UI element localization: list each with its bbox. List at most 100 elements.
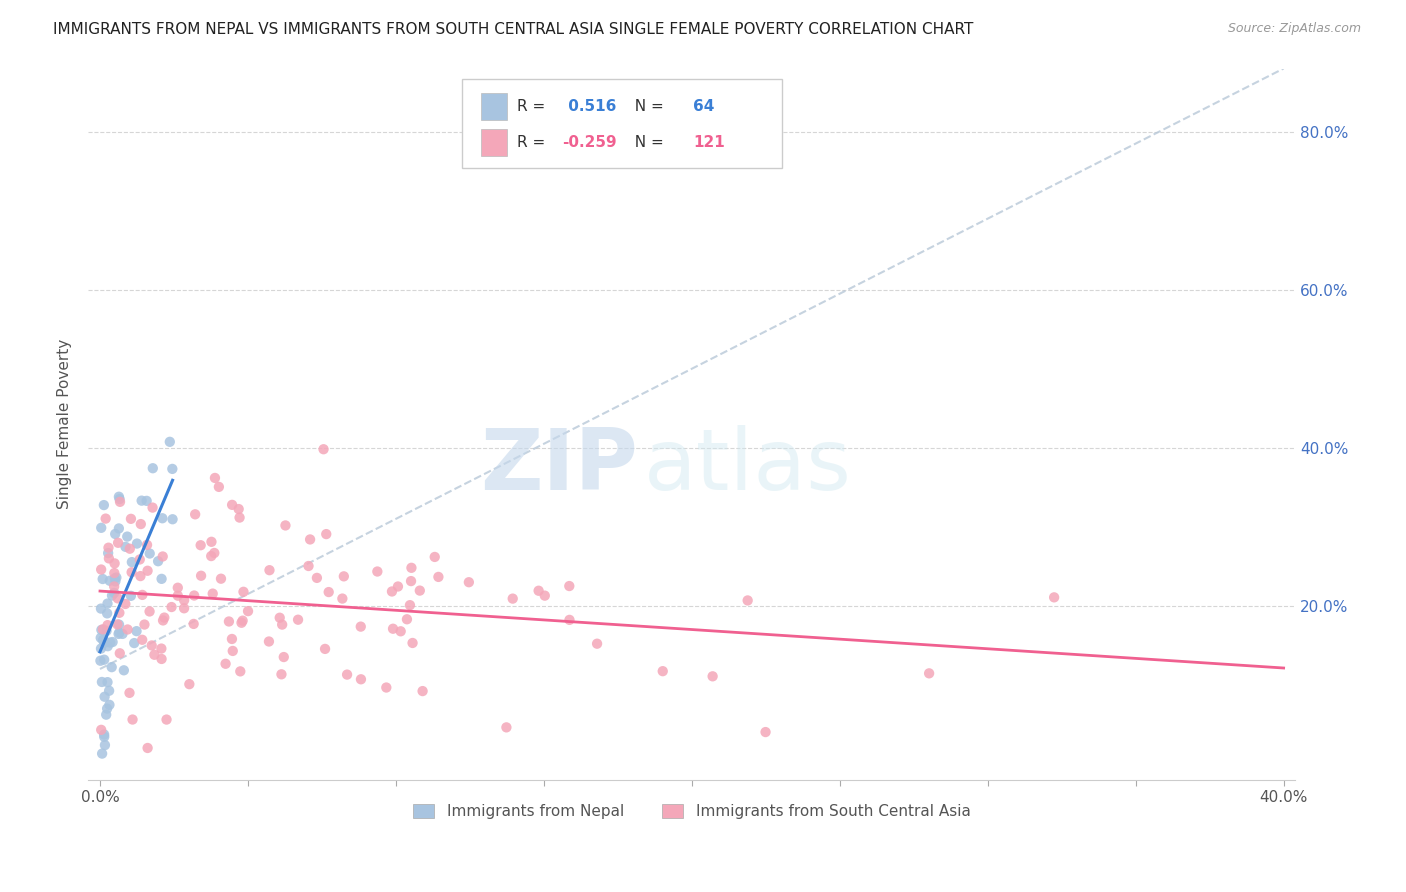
Point xyxy=(93,632,115,647)
Point xyxy=(97,618,120,632)
Point xyxy=(131,493,153,508)
Point xyxy=(754,725,776,739)
Point xyxy=(93,727,115,741)
Point xyxy=(108,490,131,504)
Point xyxy=(221,498,243,512)
Point xyxy=(218,615,240,629)
Point xyxy=(150,641,173,656)
Point xyxy=(166,589,188,603)
Point xyxy=(270,667,292,681)
Text: R =: R = xyxy=(517,99,550,114)
Point xyxy=(389,624,412,639)
FancyBboxPatch shape xyxy=(481,94,508,120)
Point xyxy=(138,605,160,619)
Point xyxy=(457,575,479,590)
Point xyxy=(150,652,173,666)
Point xyxy=(222,644,245,658)
Point xyxy=(259,563,281,577)
Point xyxy=(136,564,159,578)
Point xyxy=(201,586,224,600)
Point xyxy=(101,635,124,649)
Point xyxy=(208,480,231,494)
Point xyxy=(97,551,120,566)
Point xyxy=(299,533,322,547)
Point xyxy=(107,627,129,641)
Point xyxy=(120,512,142,526)
Text: 121: 121 xyxy=(693,135,724,150)
Point xyxy=(118,541,141,556)
Point xyxy=(114,540,136,554)
Point xyxy=(105,570,128,584)
Legend: Immigrants from Nepal, Immigrants from South Central Asia: Immigrants from Nepal, Immigrants from S… xyxy=(406,797,977,825)
FancyBboxPatch shape xyxy=(481,129,508,156)
Point xyxy=(93,730,115,744)
Point xyxy=(98,574,121,588)
Point xyxy=(232,584,254,599)
Point xyxy=(221,632,243,646)
Point xyxy=(202,546,225,560)
Text: IMMIGRANTS FROM NEPAL VS IMMIGRANTS FROM SOUTH CENTRAL ASIA SINGLE FEMALE POVERT: IMMIGRANTS FROM NEPAL VS IMMIGRANTS FROM… xyxy=(53,22,974,37)
Point xyxy=(135,494,157,508)
Point xyxy=(162,512,184,526)
Point xyxy=(150,572,173,586)
Point xyxy=(200,549,222,563)
Point xyxy=(702,669,724,683)
Point xyxy=(190,568,212,582)
Point xyxy=(297,559,319,574)
Point xyxy=(90,631,112,645)
Point xyxy=(118,686,141,700)
Point xyxy=(228,502,250,516)
Point xyxy=(125,624,148,639)
Point xyxy=(138,547,160,561)
Point xyxy=(273,650,295,665)
Y-axis label: Single Female Poverty: Single Female Poverty xyxy=(58,339,72,509)
Point xyxy=(112,663,135,677)
Text: N =: N = xyxy=(626,99,669,114)
Point xyxy=(401,561,423,575)
Point xyxy=(104,527,127,541)
Point xyxy=(91,572,114,586)
Point xyxy=(104,574,127,589)
Point xyxy=(129,569,152,583)
Point xyxy=(121,566,143,580)
Point xyxy=(93,690,115,704)
Point xyxy=(96,624,118,638)
Point xyxy=(121,555,143,569)
Point xyxy=(97,639,120,653)
Point xyxy=(96,597,118,611)
Point xyxy=(155,713,177,727)
Point xyxy=(90,521,112,535)
Point xyxy=(200,534,222,549)
Point xyxy=(350,673,373,687)
Point xyxy=(160,600,183,615)
Point xyxy=(93,636,115,650)
Point xyxy=(108,606,131,620)
Point xyxy=(108,491,131,506)
Point xyxy=(495,720,517,734)
Point xyxy=(183,589,205,603)
Point xyxy=(336,667,359,681)
Point xyxy=(190,538,212,552)
Point xyxy=(152,549,174,564)
Point xyxy=(166,581,188,595)
Point xyxy=(131,632,153,647)
Point xyxy=(427,570,450,584)
Text: Source: ZipAtlas.com: Source: ZipAtlas.com xyxy=(1227,22,1361,36)
Point xyxy=(409,583,432,598)
Text: 64: 64 xyxy=(693,99,714,114)
Point xyxy=(108,521,131,535)
Point xyxy=(314,641,336,656)
Point xyxy=(111,627,134,641)
Point xyxy=(136,741,159,756)
Point xyxy=(287,613,309,627)
Point xyxy=(91,623,114,637)
Point xyxy=(271,617,294,632)
Point xyxy=(96,701,118,715)
Point xyxy=(651,664,673,678)
Point xyxy=(98,698,121,712)
Point xyxy=(91,747,114,761)
Point xyxy=(558,579,581,593)
Point xyxy=(399,598,422,612)
Point xyxy=(209,572,232,586)
Point xyxy=(90,723,112,737)
